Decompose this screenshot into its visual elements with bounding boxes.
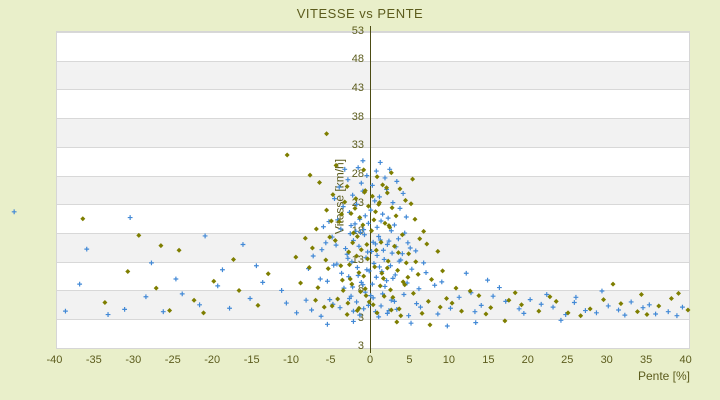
y-tick-label: 48 (351, 53, 364, 66)
plot-band (57, 261, 689, 291)
y-axis-line (370, 26, 371, 353)
y-tick-label: 8 (357, 282, 364, 295)
plot-area (56, 31, 690, 349)
gridline (57, 146, 689, 148)
y-tick-label: 38 (351, 110, 364, 123)
x-tick-label: 20 (521, 354, 534, 366)
gridline (57, 319, 689, 320)
gridline (57, 175, 689, 177)
y-tick-label: 43 (351, 81, 364, 94)
x-tick-label: -20 (204, 354, 221, 366)
gridline (57, 290, 689, 292)
y-tick-label: 33 (351, 139, 364, 152)
gridline (57, 32, 689, 33)
x-tick-label: -35 (85, 354, 102, 366)
plot-band (57, 204, 689, 233)
x-tick-label: 0 (366, 354, 374, 366)
x-tick-label: -10 (283, 354, 300, 366)
x-tick-label: -30 (125, 354, 142, 366)
chart-title: VITESSE vs PENTE (296, 6, 424, 21)
x-tick-label: 35 (640, 354, 653, 366)
gridline (57, 261, 689, 263)
plot-band (57, 118, 689, 147)
y-axis-title: Vitesse [km/h] (332, 158, 347, 235)
x-tick-label: 25 (561, 354, 574, 366)
plot-band (57, 146, 689, 176)
x-tick-label: -25 (164, 354, 181, 366)
plot-band (57, 175, 689, 205)
gridline (57, 204, 689, 206)
plot-band (57, 32, 689, 61)
gridline (57, 118, 689, 120)
plot-band (57, 290, 689, 319)
x-tick-label: -40 (46, 354, 63, 366)
x-tick-label: -5 (325, 354, 336, 366)
gridline (57, 232, 689, 234)
plot-band (57, 60, 689, 90)
x-tick-label: 40 (679, 354, 692, 366)
x-tick-label: -15 (243, 354, 260, 366)
data-point-blue (11, 209, 17, 215)
plot-band (57, 232, 689, 262)
gridline (57, 60, 689, 62)
y-tick-label: 28 (351, 168, 364, 180)
x-tick-label: 10 (442, 354, 456, 366)
y-tick-label: 53 (351, 24, 364, 37)
gridline (57, 89, 689, 91)
y-tick-label: 3 (357, 311, 364, 324)
plot-band (57, 89, 689, 119)
x-axis-title: Pente [%] (637, 369, 690, 383)
y-axis-min-label: 3 (357, 340, 364, 352)
x-tick-label: 5 (406, 354, 413, 366)
x-tick-label: 30 (600, 354, 613, 366)
y-tick-label: 13 (351, 254, 364, 267)
x-tick-label: 15 (482, 354, 495, 366)
